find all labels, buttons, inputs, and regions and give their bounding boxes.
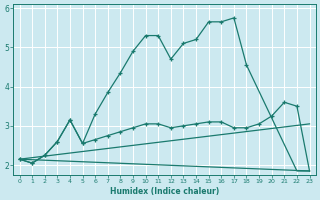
X-axis label: Humidex (Indice chaleur): Humidex (Indice chaleur) xyxy=(110,187,219,196)
